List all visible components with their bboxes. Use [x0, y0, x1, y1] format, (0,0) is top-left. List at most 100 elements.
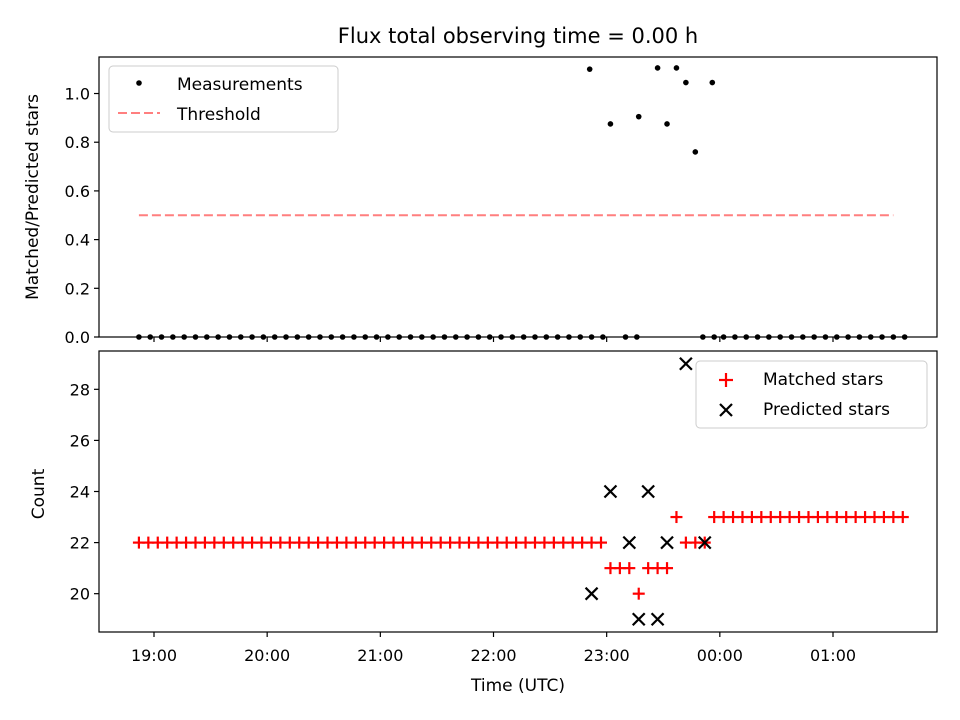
top-ytick-label: 1.0: [65, 85, 90, 104]
measurement-point: [654, 65, 661, 71]
bottom-xtick-label: 22:00: [470, 646, 516, 665]
measurement-point: [711, 334, 717, 340]
measurement-point: [181, 334, 187, 340]
measurement-point: [158, 334, 165, 340]
measurement-point: [577, 334, 584, 340]
bottom-panel: 20 22 24 26 28 19:00 20:00 21:00 22:00 23:00 00:0…: [29, 350, 938, 696]
bottom-xtick-label: 23:00: [584, 646, 630, 665]
matched-star-marker: [595, 536, 608, 549]
top-ytick-label: 0.2: [65, 279, 90, 298]
predicted-star-marker: [697, 535, 712, 550]
legend-matched-label: Matched stars: [763, 370, 883, 390]
x-axis-label: Time (UTC): [470, 676, 565, 696]
measurement-point: [362, 334, 369, 340]
measurement-point: [586, 66, 593, 72]
top-y-ticks: 0.0 0.2 0.4 0.6 0.8 1.0: [65, 85, 99, 347]
measurement-point: [743, 334, 750, 340]
matched-star-marker: [661, 562, 674, 575]
measurement-point: [317, 334, 323, 340]
bottom-xtick-label: 01:00: [810, 646, 856, 665]
legend-measurements-marker: [136, 80, 142, 86]
measurement-point: [673, 65, 680, 71]
bottom-xtick-label: 20:00: [244, 646, 290, 665]
legend-predicted-label: Predicted stars: [763, 400, 890, 420]
measurement-point: [766, 334, 772, 340]
predicted-star-marker: [603, 484, 618, 499]
bottom-x-ticks: 19:00 20:00 21:00 22:00 23:00 00:00 01:00: [131, 632, 856, 665]
measurement-point: [464, 334, 470, 340]
measurement-point: [634, 334, 640, 340]
measurement-point: [498, 334, 504, 340]
measurement-point: [566, 334, 572, 340]
measurement-point: [339, 334, 346, 340]
measurement-point: [607, 121, 614, 127]
legend-matched-marker: [719, 373, 733, 387]
matched-star-marker: [896, 511, 909, 524]
matched-star-marker: [632, 587, 645, 600]
measurement-point: [475, 334, 482, 340]
measurement-point: [294, 334, 301, 340]
measurement-point: [532, 334, 538, 340]
top-x-tickmarks: [153, 337, 834, 342]
legend-predicted-marker: [719, 403, 733, 417]
legend-threshold-label: Threshold: [176, 105, 261, 125]
top-panel: 0.0 0.2 0.4 0.6 0.8 1.0 Flux total observing …: [23, 24, 938, 347]
measurement-points: [136, 65, 908, 340]
measurement-point: [720, 334, 727, 340]
measurement-point: [249, 334, 255, 340]
measurement-point: [600, 334, 606, 340]
legend-measurements-label: Measurements: [177, 75, 303, 95]
measurement-point: [419, 334, 425, 340]
measurement-point: [754, 334, 761, 340]
bottom-legend-box: [695, 360, 928, 429]
measurement-point: [845, 334, 851, 340]
measurement-point: [486, 334, 493, 340]
measurement-point: [890, 334, 897, 340]
predicted-star-marker: [584, 586, 599, 601]
measurement-point: [215, 334, 221, 340]
measurement-point: [430, 334, 436, 340]
predicted-star-marker: [622, 535, 637, 550]
top-y-axis-label: Matched/Predicted stars: [23, 94, 43, 300]
measurement-point: [328, 334, 335, 340]
measurement-point: [452, 334, 459, 340]
predicted-star-marker: [660, 535, 674, 550]
measurement-point: [283, 334, 289, 340]
measurement-point: [204, 334, 210, 340]
measurement-point: [305, 334, 312, 340]
measurement-point: [700, 334, 706, 340]
measurement-point: [407, 334, 414, 340]
measurement-point: [664, 121, 670, 127]
bottom-xtick-label: 00:00: [697, 646, 743, 665]
predicted-stars-points: [584, 356, 712, 627]
matched-star-marker: [670, 511, 683, 524]
measurement-point: [441, 334, 448, 340]
measurement-point: [192, 334, 199, 340]
measurement-point: [867, 334, 874, 340]
measurement-point: [147, 334, 154, 340]
top-legend: Measurements Threshold: [108, 65, 339, 133]
bottom-xtick-label: 19:00: [131, 646, 177, 665]
measurement-point: [351, 334, 357, 340]
measurement-point: [588, 334, 595, 340]
matched-star-marker: [623, 562, 636, 575]
measurement-point: [879, 334, 885, 340]
predicted-star-marker: [631, 612, 646, 627]
measurement-point: [226, 334, 233, 340]
bottom-ytick-label: 24: [70, 483, 90, 502]
top-legend-box: [108, 65, 339, 133]
bottom-xtick-label: 21:00: [357, 646, 403, 665]
bottom-ytick-label: 20: [70, 585, 90, 604]
top-ytick-label: 0.4: [65, 231, 90, 250]
top-ytick-label: 0.6: [65, 182, 90, 201]
measurement-point: [509, 334, 516, 340]
measurement-point: [692, 149, 699, 155]
measurement-point: [373, 334, 380, 340]
measurement-point: [683, 79, 689, 86]
bottom-ytick-label: 26: [70, 431, 90, 450]
measurement-point: [543, 334, 550, 340]
predicted-star-marker: [679, 356, 693, 371]
measurement-point: [635, 113, 642, 120]
measurement-point: [136, 334, 142, 340]
measurement-point: [271, 334, 278, 340]
